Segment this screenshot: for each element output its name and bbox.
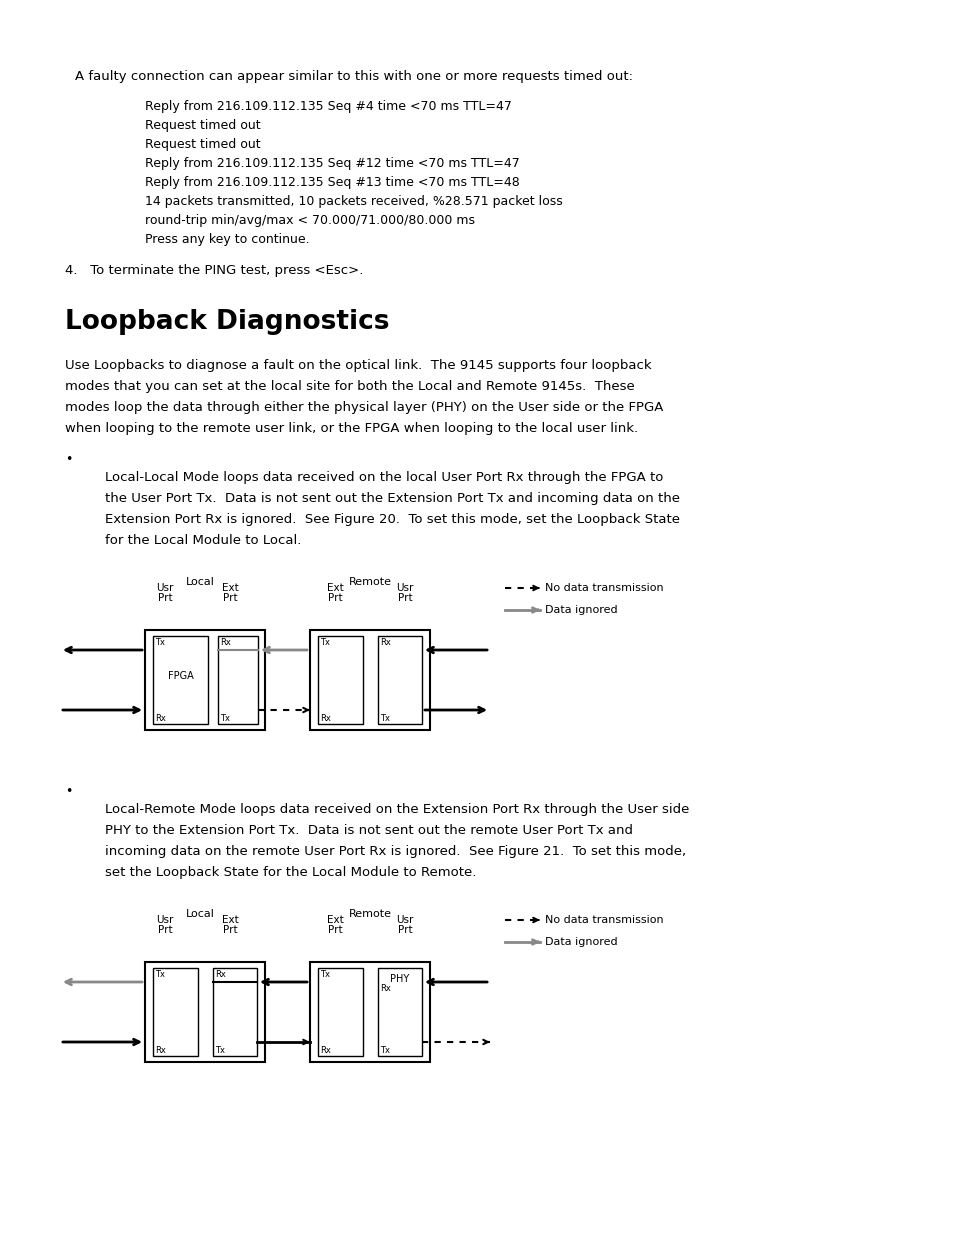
Bar bbox=[377, 636, 421, 724]
Bar bbox=[317, 968, 363, 1056]
Bar bbox=[218, 636, 257, 724]
Text: Tx: Tx bbox=[379, 714, 390, 722]
Text: the User Port Tx.  Data is not sent out the Extension Port Tx and incoming data : the User Port Tx. Data is not sent out t… bbox=[105, 492, 679, 505]
Bar bbox=[145, 630, 265, 730]
Text: Prt: Prt bbox=[222, 925, 237, 935]
Text: A faulty connection can appear similar to this with one or more requests timed o: A faulty connection can appear similar t… bbox=[75, 70, 633, 83]
Text: Prt: Prt bbox=[157, 593, 172, 603]
Text: Rx: Rx bbox=[214, 969, 226, 979]
Text: Prt: Prt bbox=[397, 593, 412, 603]
Text: No data transmission: No data transmission bbox=[544, 583, 663, 593]
Text: Tx: Tx bbox=[220, 714, 230, 722]
Text: Tx: Tx bbox=[154, 638, 165, 647]
Text: Prt: Prt bbox=[327, 925, 342, 935]
Text: Prt: Prt bbox=[157, 925, 172, 935]
Bar bbox=[310, 962, 430, 1062]
Text: Press any key to continue.: Press any key to continue. bbox=[145, 233, 310, 246]
Text: Usr: Usr bbox=[395, 915, 414, 925]
Text: Ext: Ext bbox=[326, 915, 343, 925]
Text: FPGA: FPGA bbox=[168, 671, 193, 680]
Text: Reply from 216.109.112.135 Seq #4 time <70 ms TTL=47: Reply from 216.109.112.135 Seq #4 time <… bbox=[145, 100, 512, 112]
Text: Local: Local bbox=[186, 909, 214, 919]
Bar bbox=[310, 630, 430, 730]
Text: Rx: Rx bbox=[319, 1046, 331, 1055]
Text: Prt: Prt bbox=[327, 593, 342, 603]
Text: Remote: Remote bbox=[348, 909, 391, 919]
Text: Remote: Remote bbox=[348, 577, 391, 587]
Text: Prt: Prt bbox=[397, 925, 412, 935]
Text: 14 packets transmitted, 10 packets received, %28.571 packet loss: 14 packets transmitted, 10 packets recei… bbox=[145, 195, 562, 207]
Text: Extension Port Rx is ignored.  See Figure 20.  To set this mode, set the Loopbac: Extension Port Rx is ignored. See Figure… bbox=[105, 513, 679, 526]
Text: Usr: Usr bbox=[156, 915, 173, 925]
Text: Tx: Tx bbox=[319, 969, 330, 979]
Text: •: • bbox=[65, 453, 72, 466]
Text: Tx: Tx bbox=[154, 969, 165, 979]
Text: •: • bbox=[65, 785, 72, 798]
Text: round-trip min/avg/max < 70.000/71.000/80.000 ms: round-trip min/avg/max < 70.000/71.000/8… bbox=[145, 214, 475, 227]
Text: modes that you can set at the local site for both the Local and Remote 9145s.  T: modes that you can set at the local site… bbox=[65, 380, 634, 393]
Text: Local-Remote Mode loops data received on the Extension Port Rx through the User : Local-Remote Mode loops data received on… bbox=[105, 803, 689, 816]
Text: Prt: Prt bbox=[222, 593, 237, 603]
Text: Reply from 216.109.112.135 Seq #13 time <70 ms TTL=48: Reply from 216.109.112.135 Seq #13 time … bbox=[145, 177, 519, 189]
Text: set the Loopback State for the Local Module to Remote.: set the Loopback State for the Local Mod… bbox=[105, 866, 476, 879]
Text: Rx: Rx bbox=[154, 1046, 166, 1055]
Text: 4.   To terminate the PING test, press <Esc>.: 4. To terminate the PING test, press <Es… bbox=[65, 264, 363, 277]
Text: when looping to the remote user link, or the FPGA when looping to the local user: when looping to the remote user link, or… bbox=[65, 422, 638, 435]
Text: Rx: Rx bbox=[379, 638, 391, 647]
Text: Ext: Ext bbox=[221, 583, 238, 593]
Text: Rx: Rx bbox=[379, 984, 391, 993]
Bar bbox=[152, 636, 208, 724]
Text: Local-Local Mode loops data received on the local User Port Rx through the FPGA : Local-Local Mode loops data received on … bbox=[105, 471, 662, 484]
Text: PHY to the Extension Port Tx.  Data is not sent out the remote User Port Tx and: PHY to the Extension Port Tx. Data is no… bbox=[105, 824, 633, 837]
Bar bbox=[317, 636, 363, 724]
Text: Tx: Tx bbox=[214, 1046, 225, 1055]
Text: Request timed out: Request timed out bbox=[145, 138, 260, 151]
Text: Reply from 216.109.112.135 Seq #12 time <70 ms TTL=47: Reply from 216.109.112.135 Seq #12 time … bbox=[145, 157, 519, 170]
Text: Data ignored: Data ignored bbox=[544, 605, 617, 615]
Bar bbox=[145, 962, 265, 1062]
Text: Tx: Tx bbox=[379, 1046, 390, 1055]
Text: for the Local Module to Local.: for the Local Module to Local. bbox=[105, 534, 301, 547]
Bar bbox=[377, 968, 421, 1056]
Text: Usr: Usr bbox=[156, 583, 173, 593]
Text: Usr: Usr bbox=[395, 583, 414, 593]
Text: Local: Local bbox=[186, 577, 214, 587]
Text: PHY: PHY bbox=[390, 974, 409, 984]
Text: Rx: Rx bbox=[220, 638, 231, 647]
Text: Rx: Rx bbox=[154, 714, 166, 722]
Text: Use Loopbacks to diagnose a fault on the optical link.  The 9145 supports four l: Use Loopbacks to diagnose a fault on the… bbox=[65, 359, 651, 372]
Bar bbox=[152, 968, 198, 1056]
Text: Ext: Ext bbox=[221, 915, 238, 925]
Text: modes loop the data through either the physical layer (PHY) on the User side or : modes loop the data through either the p… bbox=[65, 401, 662, 414]
Text: Request timed out: Request timed out bbox=[145, 119, 260, 132]
Text: Data ignored: Data ignored bbox=[544, 937, 617, 947]
Text: No data transmission: No data transmission bbox=[544, 915, 663, 925]
Text: Tx: Tx bbox=[319, 638, 330, 647]
Text: Ext: Ext bbox=[326, 583, 343, 593]
Text: Loopback Diagnostics: Loopback Diagnostics bbox=[65, 309, 389, 335]
Text: Rx: Rx bbox=[319, 714, 331, 722]
Text: incoming data on the remote User Port Rx is ignored.  See Figure 21.  To set thi: incoming data on the remote User Port Rx… bbox=[105, 845, 685, 858]
Bar bbox=[213, 968, 256, 1056]
